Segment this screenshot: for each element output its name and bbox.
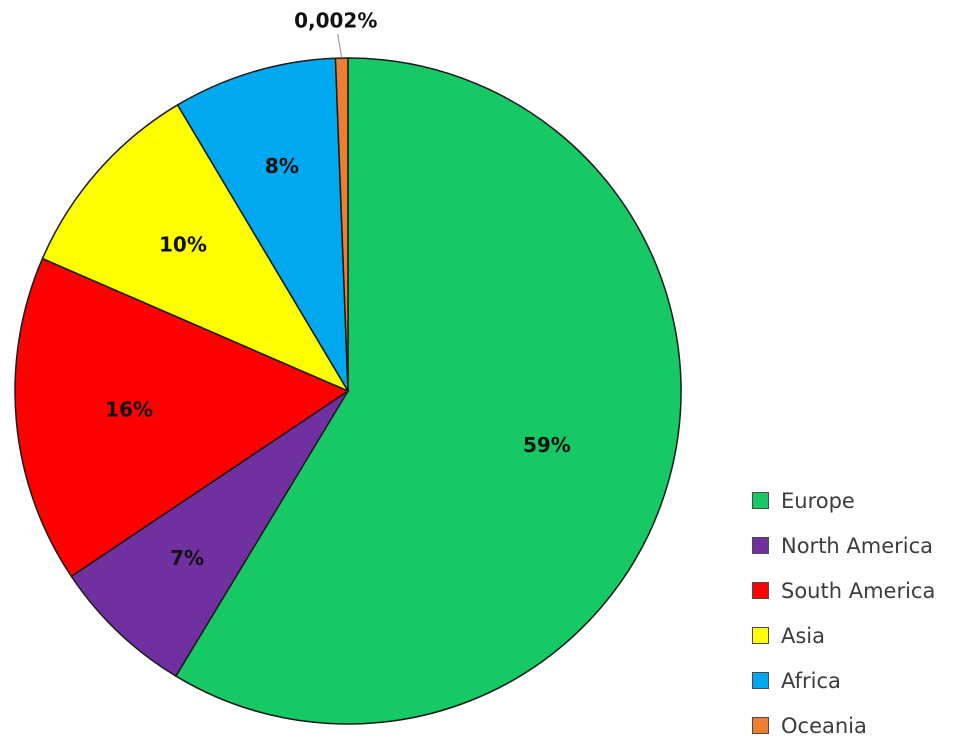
legend-swatch bbox=[752, 627, 769, 644]
legend-label: North America bbox=[781, 533, 934, 558]
legend-label: Asia bbox=[781, 623, 826, 648]
legend-item-oceania: Oceania bbox=[752, 703, 935, 748]
pie-chart: 59% 7% 16% 10% 8% 0,002% bbox=[14, 9, 682, 725]
legend-swatch bbox=[752, 492, 769, 509]
data-label-north-america: 7% bbox=[170, 546, 204, 570]
legend-swatch bbox=[752, 582, 769, 599]
legend-label: South America bbox=[781, 578, 936, 603]
data-label-oceania: 0,002% bbox=[294, 9, 377, 33]
pie-slice-africa bbox=[176, 57, 349, 392]
legend-item-europe: Europe bbox=[752, 478, 935, 523]
legend-label: Oceania bbox=[781, 713, 867, 738]
legend-swatch bbox=[752, 672, 769, 689]
data-label-south-america: 16% bbox=[105, 397, 153, 421]
leader-line-oceania bbox=[337, 33, 343, 59]
legend-swatch bbox=[752, 717, 769, 734]
legend-item-asia: Asia bbox=[752, 613, 935, 658]
legend-item-africa: Africa bbox=[752, 658, 935, 703]
pie-slice-north-america bbox=[70, 390, 349, 678]
legend-swatch bbox=[752, 537, 769, 554]
legend-item-south-america: South America bbox=[752, 568, 935, 613]
pie-slice-south-america bbox=[14, 257, 350, 578]
legend-item-north-america: North America bbox=[752, 523, 935, 568]
pie-slice-europe bbox=[174, 57, 682, 725]
data-label-africa: 8% bbox=[265, 154, 299, 178]
legend-label: Africa bbox=[781, 668, 841, 693]
legend: Europe North America South America Asia Afri… bbox=[752, 478, 935, 748]
pie-slice-asia bbox=[41, 103, 350, 393]
data-label-europe: 59% bbox=[523, 433, 571, 457]
legend-label: Europe bbox=[781, 488, 855, 513]
data-label-asia: 10% bbox=[159, 232, 207, 256]
